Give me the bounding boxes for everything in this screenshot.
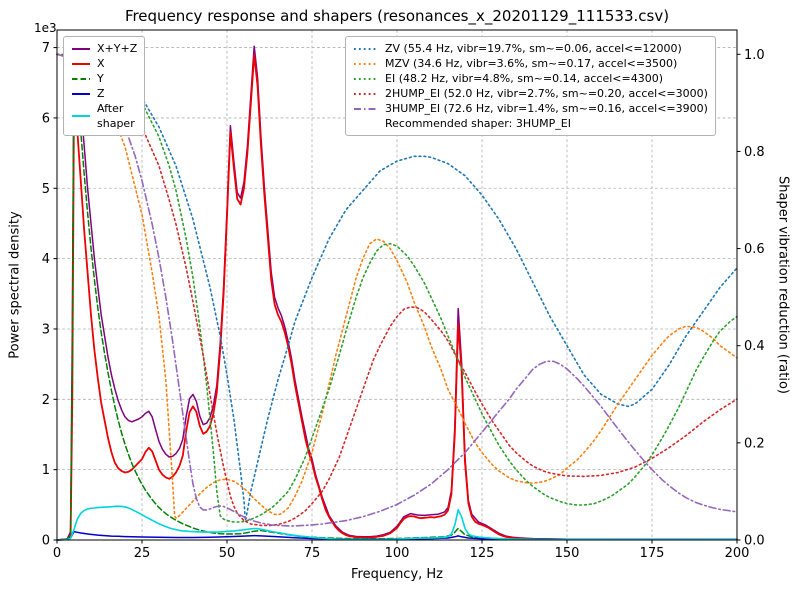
y-left-tick-label: 3: [42, 322, 50, 337]
legend-item-label: ZV (55.4 Hz, vibr=19.7%, sm~=0.06, accel…: [385, 42, 682, 55]
ticks: 0 25 50 75 100 125 150 175 200 0 1 2 3 4 5 6 7 0.0 0.2 0.4 0…: [42, 41, 765, 561]
legend-item-label: Y: [97, 72, 104, 85]
y-left-tick-label: 1: [42, 463, 50, 478]
y-left-tick-label: 7: [42, 41, 50, 56]
y-left-tick-label: 5: [42, 182, 50, 197]
legend-psd: X+Y+Z X Y Z After shaper: [63, 36, 146, 136]
legend-recommended-note: Recommended shaper: 3HUMP_EI: [353, 116, 708, 131]
legend-item-after-shaper: After shaper: [71, 101, 137, 131]
legend-line-sample: [72, 92, 90, 95]
chart-title: Frequency response and shapers (resonanc…: [124, 7, 670, 25]
x-tick-label: 50: [219, 546, 236, 561]
x-tick-label: 100: [385, 546, 410, 561]
x-tick-label: 75: [304, 546, 321, 561]
legend-line-sample: [354, 92, 378, 95]
legend-item-ei: EI (48.2 Hz, vibr=4.8%, sm~=0.14, accel<…: [353, 71, 708, 86]
legend-item-label: 3HUMP_EI (72.6 Hz, vibr=1.4%, sm~=0.16, …: [385, 102, 708, 115]
x-tick-label: 125: [470, 546, 495, 561]
legend-item-x: X: [71, 56, 137, 71]
legend-item-mzv: MZV (34.6 Hz, vibr=3.6%, sm~=0.17, accel…: [353, 56, 708, 71]
x-tick-label: 25: [134, 546, 151, 561]
y-right-tick-label: 1.0: [744, 48, 765, 63]
legend-item-label: After shaper: [97, 102, 135, 130]
y-axis-offset-text: 1e3: [34, 21, 57, 35]
series-zv: [56, 53, 738, 522]
legend-line-sample: [354, 62, 378, 65]
x-tick-label: 175: [640, 546, 665, 561]
legend-line-sample: [72, 77, 90, 80]
series: [56, 45, 738, 541]
legend-note-text: Recommended shaper: 3HUMP_EI: [385, 117, 571, 130]
y-right-tick-label: 0.6: [744, 242, 765, 257]
x-tick-label: 200: [725, 546, 750, 561]
legend-line-sample: [354, 107, 378, 110]
legend-item-x-y-z: X+Y+Z: [71, 41, 137, 56]
legend-line-sample: [72, 62, 90, 65]
legend-item-label: 2HUMP_EI (52.0 Hz, vibr=2.7%, sm~=0.20, …: [385, 87, 708, 100]
y-right-tick-label: 0.4: [744, 339, 765, 354]
legend-item-2hump-ei: 2HUMP_EI (52.0 Hz, vibr=2.7%, sm~=0.20, …: [353, 86, 708, 101]
legend-item-3hump-ei: 3HUMP_EI (72.6 Hz, vibr=1.4%, sm~=0.16, …: [353, 101, 708, 116]
legend-item-label: Z: [97, 87, 105, 100]
y-left-tick-label: 0: [42, 534, 50, 549]
series-2hump-ei: [56, 53, 738, 527]
legend-item-z: Z: [71, 86, 137, 101]
series-ei: [56, 53, 738, 523]
series-z: [56, 530, 738, 541]
x-axis-label: Frequency, Hz: [350, 567, 444, 582]
x-tick-label: 150: [555, 546, 580, 561]
series-x: [56, 53, 738, 541]
y-axis-label-right: Shaper vibration reduction (ratio): [775, 176, 791, 394]
y-right-tick-label: 0.2: [744, 436, 765, 451]
series-3hump-ei: [56, 53, 738, 527]
legend-line-sample: [354, 77, 378, 80]
legend-item-y: Y: [71, 71, 137, 86]
y-right-tick-label: 0.8: [744, 145, 765, 160]
x-tick-label: 0: [53, 546, 61, 561]
legend-line-sample: [354, 47, 378, 50]
y-left-tick-label: 6: [42, 111, 50, 126]
legend-item-zv: ZV (55.4 Hz, vibr=19.7%, sm~=0.06, accel…: [353, 41, 708, 56]
y-axis-label-left: Power spectral density: [7, 211, 23, 359]
legend-item-label: EI (48.2 Hz, vibr=4.8%, sm~=0.14, accel<…: [385, 72, 663, 85]
legend-line-sample: [72, 115, 90, 117]
y-right-tick-label: 0.0: [744, 534, 765, 549]
series-after-shaper: [56, 505, 738, 541]
legend-item-label: X+Y+Z: [97, 42, 138, 55]
legend-item-label: MZV (34.6 Hz, vibr=3.6%, sm~=0.17, accel…: [385, 57, 678, 70]
series-mzv: [56, 53, 738, 519]
legend-line-sample: [72, 47, 90, 50]
legend-shapers: ZV (55.4 Hz, vibr=19.7%, sm~=0.06, accel…: [345, 36, 716, 136]
legend-item-label: X: [97, 57, 105, 70]
y-left-tick-label: 4: [42, 252, 50, 267]
y-left-tick-label: 2: [42, 393, 50, 408]
